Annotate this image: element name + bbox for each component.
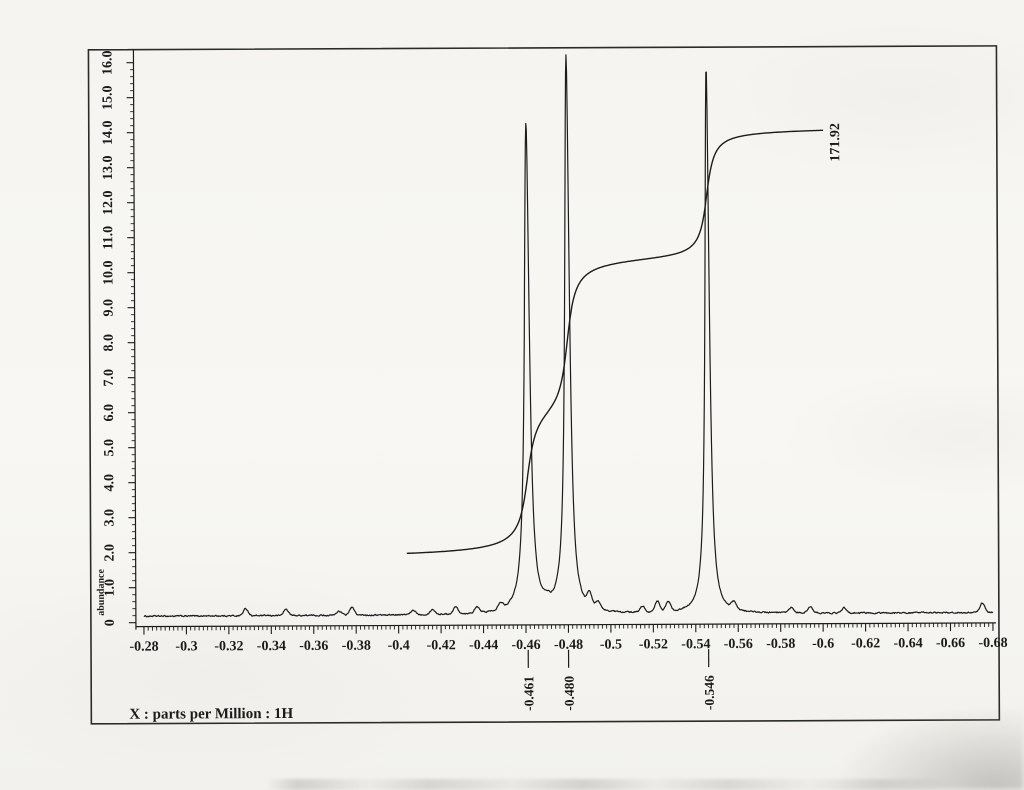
x-tick-label: -0.68 [978, 636, 1007, 651]
y-tick-label: 15.0 [101, 85, 116, 110]
x-tick-label: -0.32 [214, 639, 243, 654]
x-tick-label: -0.44 [469, 638, 498, 653]
x-tick-label: -0.38 [342, 639, 371, 654]
x-tick-label: -0.66 [936, 636, 965, 651]
x-tick-label: -0.46 [511, 638, 540, 653]
x-tick-label: -0.4 [388, 638, 410, 653]
x-tick-label: -0.54 [681, 637, 710, 652]
y-tick-label: 6.0 [102, 404, 117, 422]
y-axis-tick-labels: 0 1.0 2.0 3.0 4.0 5.0 6.0 7.0 8.0 9.0 10.0 11.0 12.0… [100, 50, 118, 626]
x-axis-title: X : parts per Million : 1H [129, 706, 293, 723]
peak-value-label: -0.480 [562, 676, 577, 711]
x-tick-label: -0.52 [639, 637, 668, 652]
y-tick-label: 10.0 [101, 260, 116, 285]
y-tick-label: 13.0 [101, 155, 116, 180]
peak-annotations: -0.461 -0.480 -0.546 [521, 649, 717, 711]
x-tick-label: -0.58 [766, 637, 795, 652]
x-tick-label: -0.48 [554, 638, 583, 653]
y-axis-line [132, 49, 137, 630]
y-tick-label: 4.0 [102, 474, 117, 492]
y-tick-label: 14.0 [101, 120, 116, 145]
x-tick-label: -0.64 [894, 636, 923, 651]
x-tick-label: -0.56 [724, 637, 753, 652]
x-tick-label: -0.28 [129, 640, 158, 655]
y-tick-label: 11.0 [101, 226, 116, 250]
y-tick-label: 2.0 [103, 544, 118, 562]
peak-value-label: -0.546 [702, 675, 717, 710]
x-tick-label: -0.62 [851, 636, 880, 651]
y-tick-label: 7.0 [102, 369, 117, 387]
chart-frame-border [87, 45, 1001, 725]
y-axis-title: abundance [96, 569, 107, 616]
x-tick-label: -0.6 [812, 637, 834, 652]
x-tick-label: -0.36 [299, 639, 328, 654]
x-tick-label: -0.5 [600, 638, 622, 653]
y-tick-label: 16.0 [100, 50, 115, 75]
x-tick-label: -0.42 [427, 638, 456, 653]
y-tick-label: 8.0 [102, 334, 117, 352]
y-tick-label: 1.0 [103, 579, 118, 597]
y-tick-label: 9.0 [102, 299, 117, 317]
spectrum-trace [143, 54, 994, 618]
x-tick-label: -0.34 [257, 639, 286, 654]
integral-value-label: 171.92 [828, 123, 843, 162]
y-tick-label: 3.0 [102, 509, 117, 527]
peak-value-label: -0.461 [521, 676, 536, 711]
y-axis-ticks [126, 62, 136, 624]
y-tick-label: 5.0 [102, 439, 117, 457]
y-tick-label: 0 [103, 619, 118, 626]
x-axis-line [135, 622, 996, 628]
x-axis-tick-labels: -0.28 -0.3 -0.32 -0.34 -0.36 -0.38 -0.4 -0.42 -0… [129, 636, 1007, 655]
y-tick-label: 12.0 [101, 190, 116, 215]
x-axis-ticks [143, 622, 994, 635]
integral-trace [406, 129, 824, 555]
x-tick-label: -0.3 [175, 639, 197, 654]
